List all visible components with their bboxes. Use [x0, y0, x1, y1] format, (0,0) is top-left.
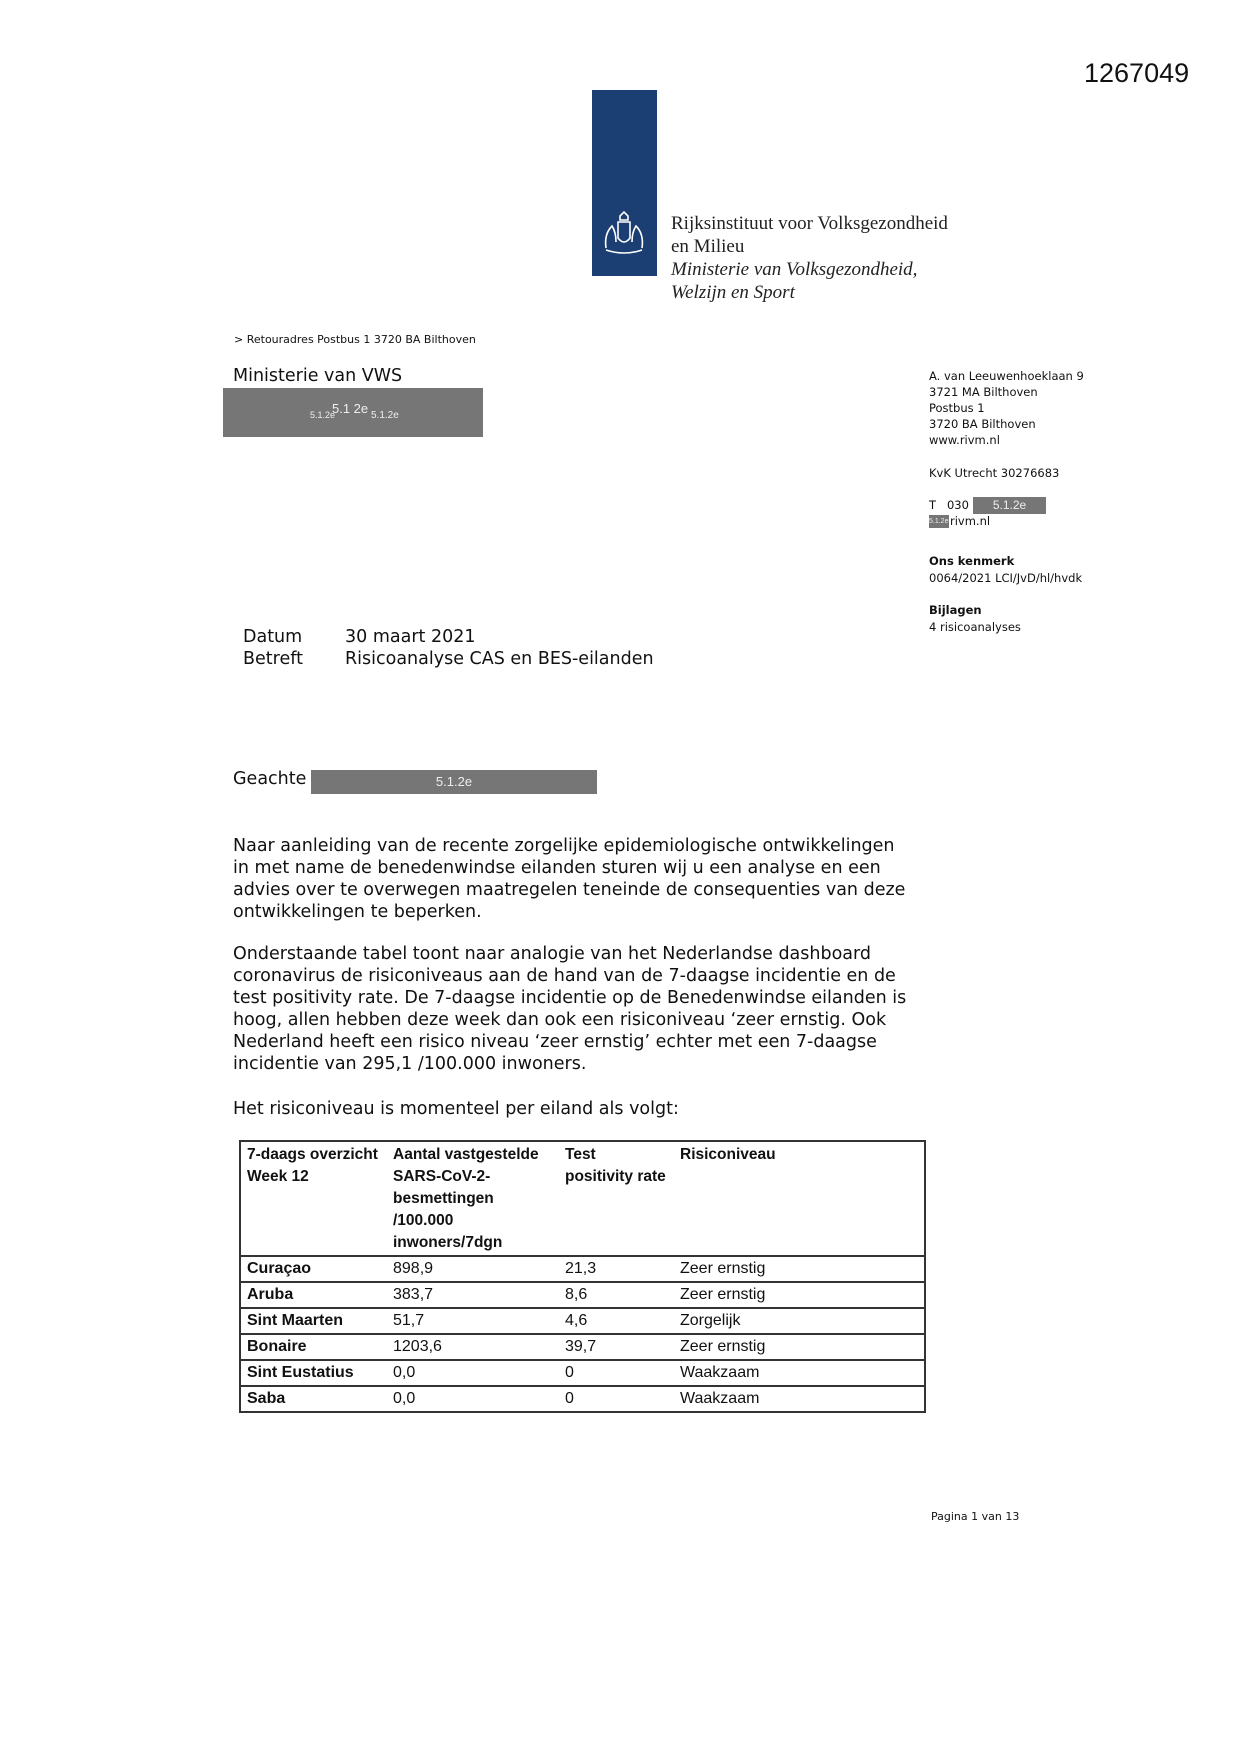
- address-line: 3720 BA Bilthoven: [929, 417, 1036, 431]
- phone-redaction: 5.1.2e: [973, 497, 1046, 514]
- redaction-label: 5.1.2e: [371, 410, 399, 421]
- table-row: Aruba 383,7 8,6 Zeer ernstig: [240, 1281, 925, 1308]
- header-overview: 7-daags overzicht Week 12: [247, 1146, 378, 1185]
- island-name: Aruba: [240, 1281, 387, 1308]
- address-line: Postbus 1: [929, 401, 985, 415]
- salutation-redaction: 5.1.2e: [311, 770, 597, 794]
- redaction-label: 5.1.2e: [310, 410, 336, 420]
- website-link[interactable]: www.rivm.nl: [929, 433, 1000, 447]
- table-row: Sint Eustatius 0,0 0 Waakzaam: [240, 1359, 925, 1386]
- risk-table: 7-daags overzicht Week 12 Aantal vastges…: [239, 1140, 926, 1413]
- paragraph-table-intro: Onderstaande tabel toont naar analogie v…: [233, 944, 907, 1074]
- logo-org-line1: Rijksinstituut voor Volksgezondheid: [671, 213, 948, 234]
- paragraph-intro: Naar aanleiding van de recente zorgelijk…: [233, 836, 906, 922]
- header-positivity: Test positivity rate: [565, 1146, 666, 1185]
- address-line: 3721 MA Bilthoven: [929, 385, 1038, 399]
- island-name: Curaçao: [240, 1255, 387, 1282]
- table-row: Saba 0,0 0 Waakzaam: [240, 1385, 925, 1412]
- positivity-rate: 8,6: [559, 1281, 674, 1308]
- email-suffix: rivm.nl: [950, 514, 991, 528]
- address-line: A. van Leeuwenhoeklaan 9: [929, 369, 1084, 383]
- risk-level: Waakzaam: [674, 1359, 925, 1386]
- crest-icon: [604, 210, 644, 254]
- positivity-rate: 39,7: [559, 1333, 674, 1360]
- redaction-label: 5.1 2e: [332, 401, 369, 416]
- subject-value: Risicoanalyse CAS en BES-eilanden: [345, 649, 654, 669]
- return-address: > Retouradres Postbus 1 3720 BA Bilthove…: [234, 333, 476, 346]
- infection-rate: 0,0: [387, 1385, 559, 1412]
- logo-ministry-line1: Ministerie van Volksgezondheid,: [671, 259, 918, 280]
- island-name: Sint Eustatius: [240, 1359, 387, 1386]
- infection-rate: 51,7: [387, 1307, 559, 1334]
- infection-rate: 1203,6: [387, 1333, 559, 1360]
- attachments-value: 4 risicoanalyses: [929, 620, 1021, 634]
- logo-bar: [592, 90, 657, 276]
- positivity-rate: 21,3: [559, 1255, 674, 1282]
- table-row: Bonaire 1203,6 39,7 Zeer ernstig: [240, 1333, 925, 1360]
- table-row: Sint Maarten 51,7 4,6 Zorgelijk: [240, 1307, 925, 1334]
- date-value: 30 maart 2021: [345, 627, 476, 647]
- positivity-rate: 0: [559, 1385, 674, 1412]
- reference-label: Ons kenmerk: [929, 554, 1015, 568]
- kvk-number: KvK Utrecht 30276683: [929, 466, 1060, 480]
- subject-label: Betreft: [243, 649, 303, 669]
- attachments-label: Bijlagen: [929, 603, 982, 617]
- positivity-rate: 0: [559, 1359, 674, 1386]
- phone-prefix: T 030: [929, 498, 969, 512]
- risk-level: Zorgelijk: [674, 1307, 925, 1334]
- email-redaction: 5.1.2e: [929, 515, 949, 528]
- table-row: Curaçao 898,9 21,3 Zeer ernstig: [240, 1255, 925, 1282]
- table-header-row: 7-daags overzicht Week 12 Aantal vastges…: [240, 1141, 925, 1256]
- infection-rate: 898,9: [387, 1255, 559, 1282]
- positivity-rate: 4,6: [559, 1307, 674, 1334]
- logo-org-line2: en Milieu: [671, 236, 745, 257]
- risk-level: Waakzaam: [674, 1385, 925, 1412]
- risk-level: Zeer ernstig: [674, 1333, 925, 1360]
- reference-value: 0064/2021 LCI/JvD/hl/hvdk: [929, 571, 1083, 585]
- risk-level: Zeer ernstig: [674, 1281, 925, 1308]
- island-name: Saba: [240, 1385, 387, 1412]
- page-number: Pagina 1 van 13: [931, 1510, 1020, 1523]
- infection-rate: 0,0: [387, 1359, 559, 1386]
- paragraph-risk-level: Het risiconiveau is momenteel per eiland…: [233, 1099, 679, 1119]
- island-name: Bonaire: [240, 1333, 387, 1360]
- recipient-name: Ministerie van VWS: [233, 366, 403, 386]
- header-risk-level: Risiconiveau: [680, 1146, 776, 1163]
- risk-level: Zeer ernstig: [674, 1255, 925, 1282]
- header-infections: Aantal vastgestelde SARS-CoV-2-besmettin…: [393, 1146, 539, 1251]
- document-number: 1267049: [1084, 58, 1190, 88]
- infection-rate: 383,7: [387, 1281, 559, 1308]
- recipient-redaction: 5.1.2e 5.1 2e 5.1.2e: [223, 388, 483, 437]
- island-name: Sint Maarten: [240, 1307, 387, 1334]
- salutation: Geachte: [233, 769, 307, 789]
- logo-ministry-line2: Welzijn en Sport: [671, 282, 795, 303]
- date-label: Datum: [243, 627, 303, 647]
